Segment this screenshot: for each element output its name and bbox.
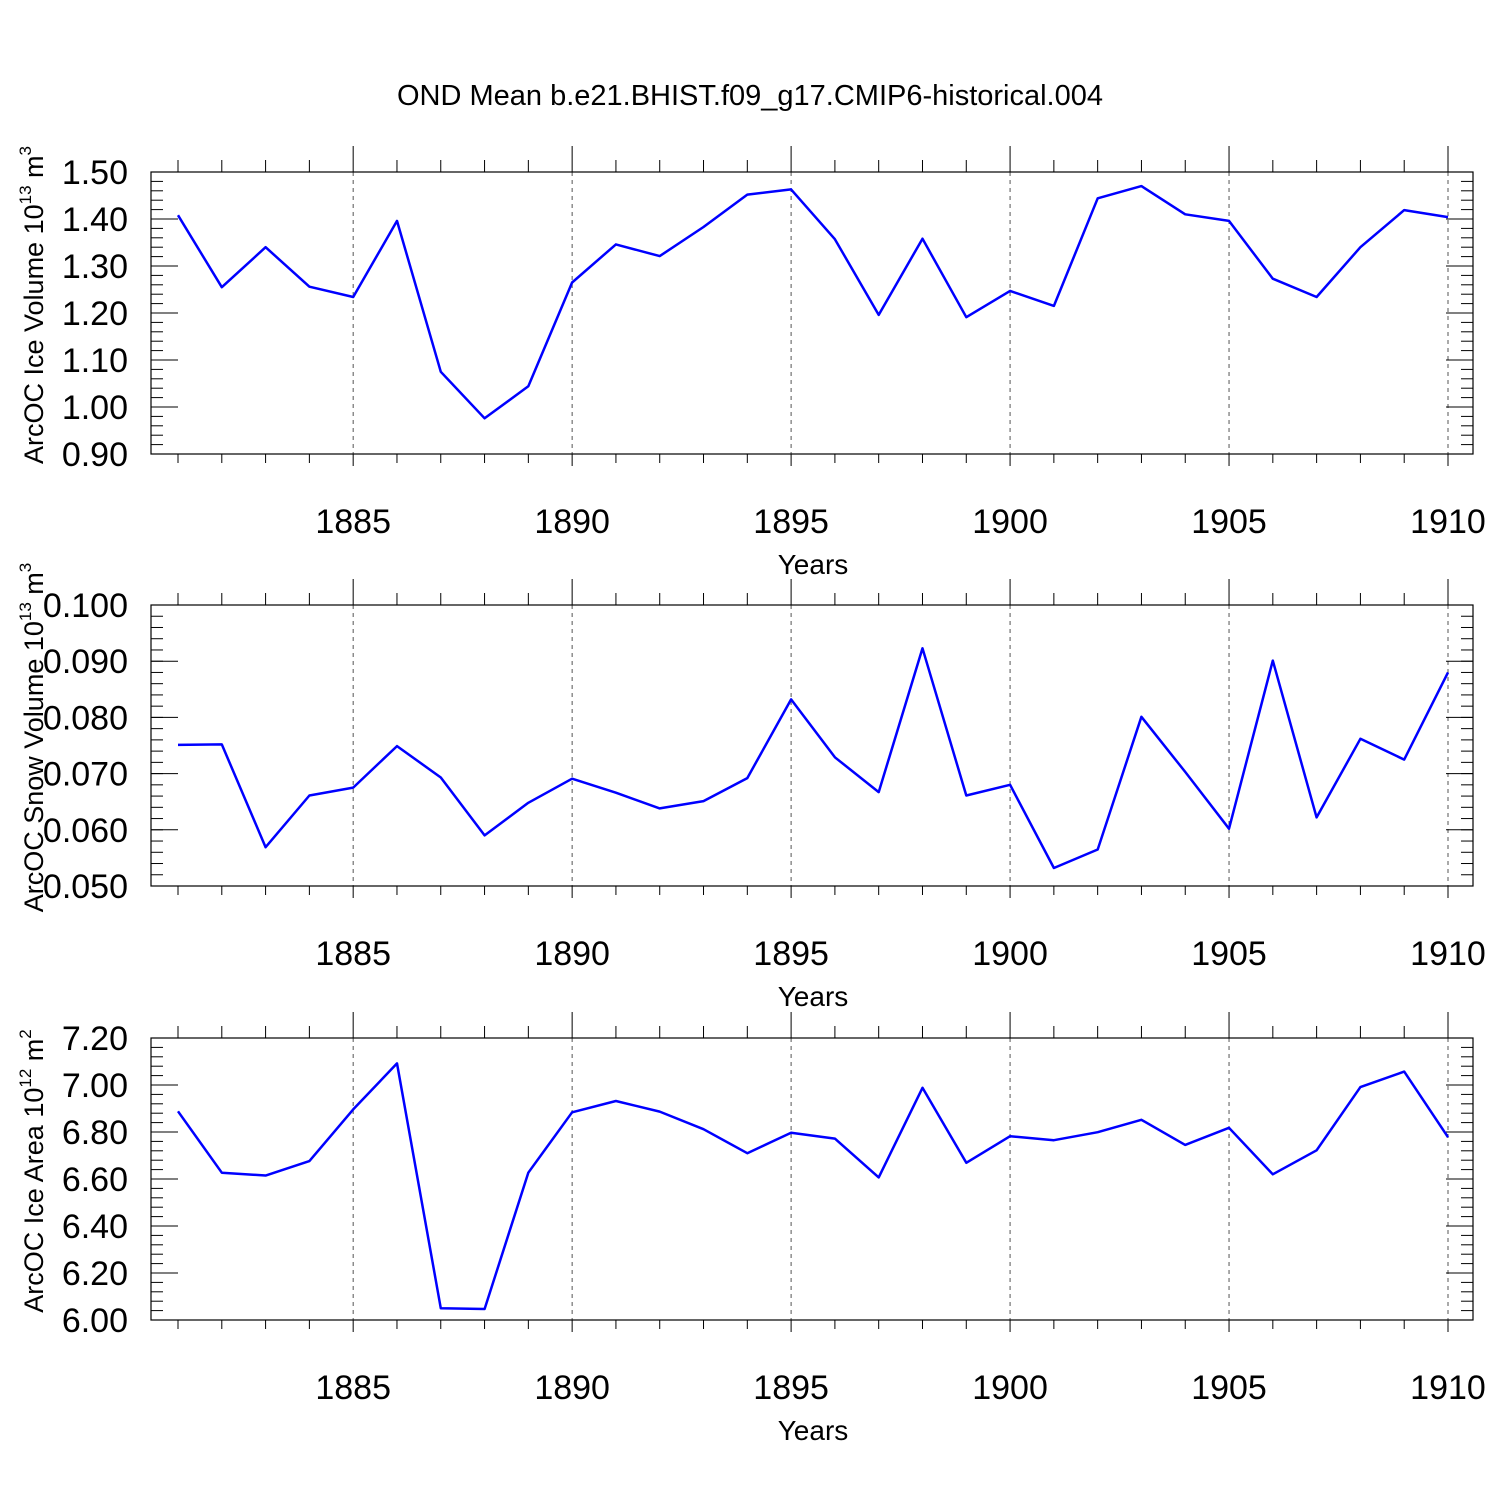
xlabel-ice-volume: Years <box>778 549 849 580</box>
ylabel-ice-area: ArcOC Ice Area 1012 m2 <box>16 1029 49 1313</box>
x-tick-label: 1895 <box>753 935 829 973</box>
y-tick-label: 6.60 <box>62 1161 128 1199</box>
x-tick-label: 1905 <box>1191 935 1267 973</box>
y-tick-label: 6.20 <box>62 1255 128 1293</box>
plot-frame-ice-volume <box>150 171 1474 455</box>
ylabel-part: ArcOC Snow Volume 10 <box>19 621 49 912</box>
tick-labels-ice-volume: 0.90 1.00 1.10 1.20 1.30 1.40 1.50 1885 1890 1895… <box>62 154 1486 541</box>
series-line-ice-volume <box>176 184 1449 420</box>
x-tick-label: 1895 <box>753 1369 829 1407</box>
y-tick-label: 1.20 <box>62 295 128 333</box>
ticks-snow-volume <box>151 579 1473 898</box>
panel-snow-volume: ArcOC Snow Volume 1013 m3 0.050 0.060 0.07… <box>16 563 1486 1012</box>
x-tick-label: 1910 <box>1410 935 1486 973</box>
plot-frame-snow-volume <box>150 604 1474 887</box>
y-tick-label: 0.90 <box>62 436 128 474</box>
ylabel-snow-volume: ArcOC Snow Volume 1013 m3 <box>16 563 49 913</box>
ylabel-ice-volume: ArcOC Ice Volume 1013 m3 <box>16 146 49 464</box>
y-tick-label: 6.40 <box>62 1208 128 1246</box>
ylabel-part: ArcOC Ice Volume 10 <box>19 204 49 464</box>
x-tick-label: 1905 <box>1191 503 1267 541</box>
y-tick-label: 0.100 <box>43 587 128 625</box>
y-tick-label: 1.40 <box>62 201 128 239</box>
series-line-ice-area <box>176 1062 1450 1311</box>
panel-ice-area: ArcOC Ice Area 1012 m2 6.006.206.406.606… <box>16 1012 1486 1446</box>
x-tick-label: 1900 <box>972 1369 1048 1407</box>
x-tick-label: 1910 <box>1410 503 1486 541</box>
series-line-snow-volume <box>177 647 1450 870</box>
ylabel-part: 13 <box>16 185 35 204</box>
ylabel-part: 3 <box>16 146 35 155</box>
y-tick-label: 0.050 <box>43 868 128 906</box>
y-tick-label: 0.070 <box>43 756 128 794</box>
y-tick-label: 1.10 <box>62 342 128 380</box>
x-tick-label: 1890 <box>534 1369 610 1407</box>
x-tick-label: 1900 <box>972 503 1048 541</box>
y-tick-label: 1.00 <box>62 389 128 427</box>
ylabel-part: m <box>19 1039 49 1069</box>
panel-ice-volume: ArcOC Ice Volume 1013 m3 0.901.001.101.2… <box>16 146 1486 580</box>
ylabel-part: 12 <box>16 1069 35 1088</box>
ylabel-part: 2 <box>16 1029 35 1038</box>
y-tick-label: 1.30 <box>62 248 128 286</box>
ylabel-part: 3 <box>16 563 35 572</box>
x-tick-label: 1890 <box>534 503 610 541</box>
x-tick-label: 1910 <box>1410 1369 1486 1407</box>
x-tick-label: 1885 <box>315 935 391 973</box>
plot-frame-ice-area <box>150 1037 1474 1321</box>
x-tick-label: 1895 <box>753 503 829 541</box>
y-tick-label: 7.20 <box>62 1020 128 1058</box>
x-tick-label: 1885 <box>315 1369 391 1407</box>
ylabel-part: m <box>19 155 49 185</box>
ylabel-part: 13 <box>16 602 35 621</box>
xlabel-snow-volume: Years <box>778 981 849 1012</box>
y-tick-label: 1.50 <box>62 154 128 192</box>
tick-labels-snow-volume: 0.050 0.060 0.070 0.080 0.090 0.100 1885 1890 18… <box>43 587 1486 973</box>
x-tick-label: 1900 <box>972 935 1048 973</box>
y-tick-label: 0.090 <box>43 643 128 681</box>
y-tick-label: 6.00 <box>62 1302 128 1340</box>
x-tick-label: 1885 <box>315 503 391 541</box>
y-tick-label: 7.00 <box>62 1067 128 1105</box>
ylabel-part: ArcOC Ice Area 10 <box>19 1088 49 1313</box>
y-tick-label: 6.80 <box>62 1114 128 1152</box>
ticks-ice-volume <box>151 146 1473 466</box>
figure-title: OND Mean b.e21.BHIST.f09_g17.CMIP6-histo… <box>397 80 1103 112</box>
x-tick-label: 1890 <box>534 935 610 973</box>
tick-labels-ice-area: 6.00 6.20 6.40 6.60 6.80 7.00 7.20 1885 1890 1895… <box>62 1020 1486 1407</box>
x-tick-label: 1905 <box>1191 1369 1267 1407</box>
ylabel-part: m <box>19 572 49 602</box>
y-tick-label: 0.060 <box>43 812 128 850</box>
xlabel-ice-area: Years <box>778 1415 849 1446</box>
y-tick-label: 0.080 <box>43 699 128 737</box>
